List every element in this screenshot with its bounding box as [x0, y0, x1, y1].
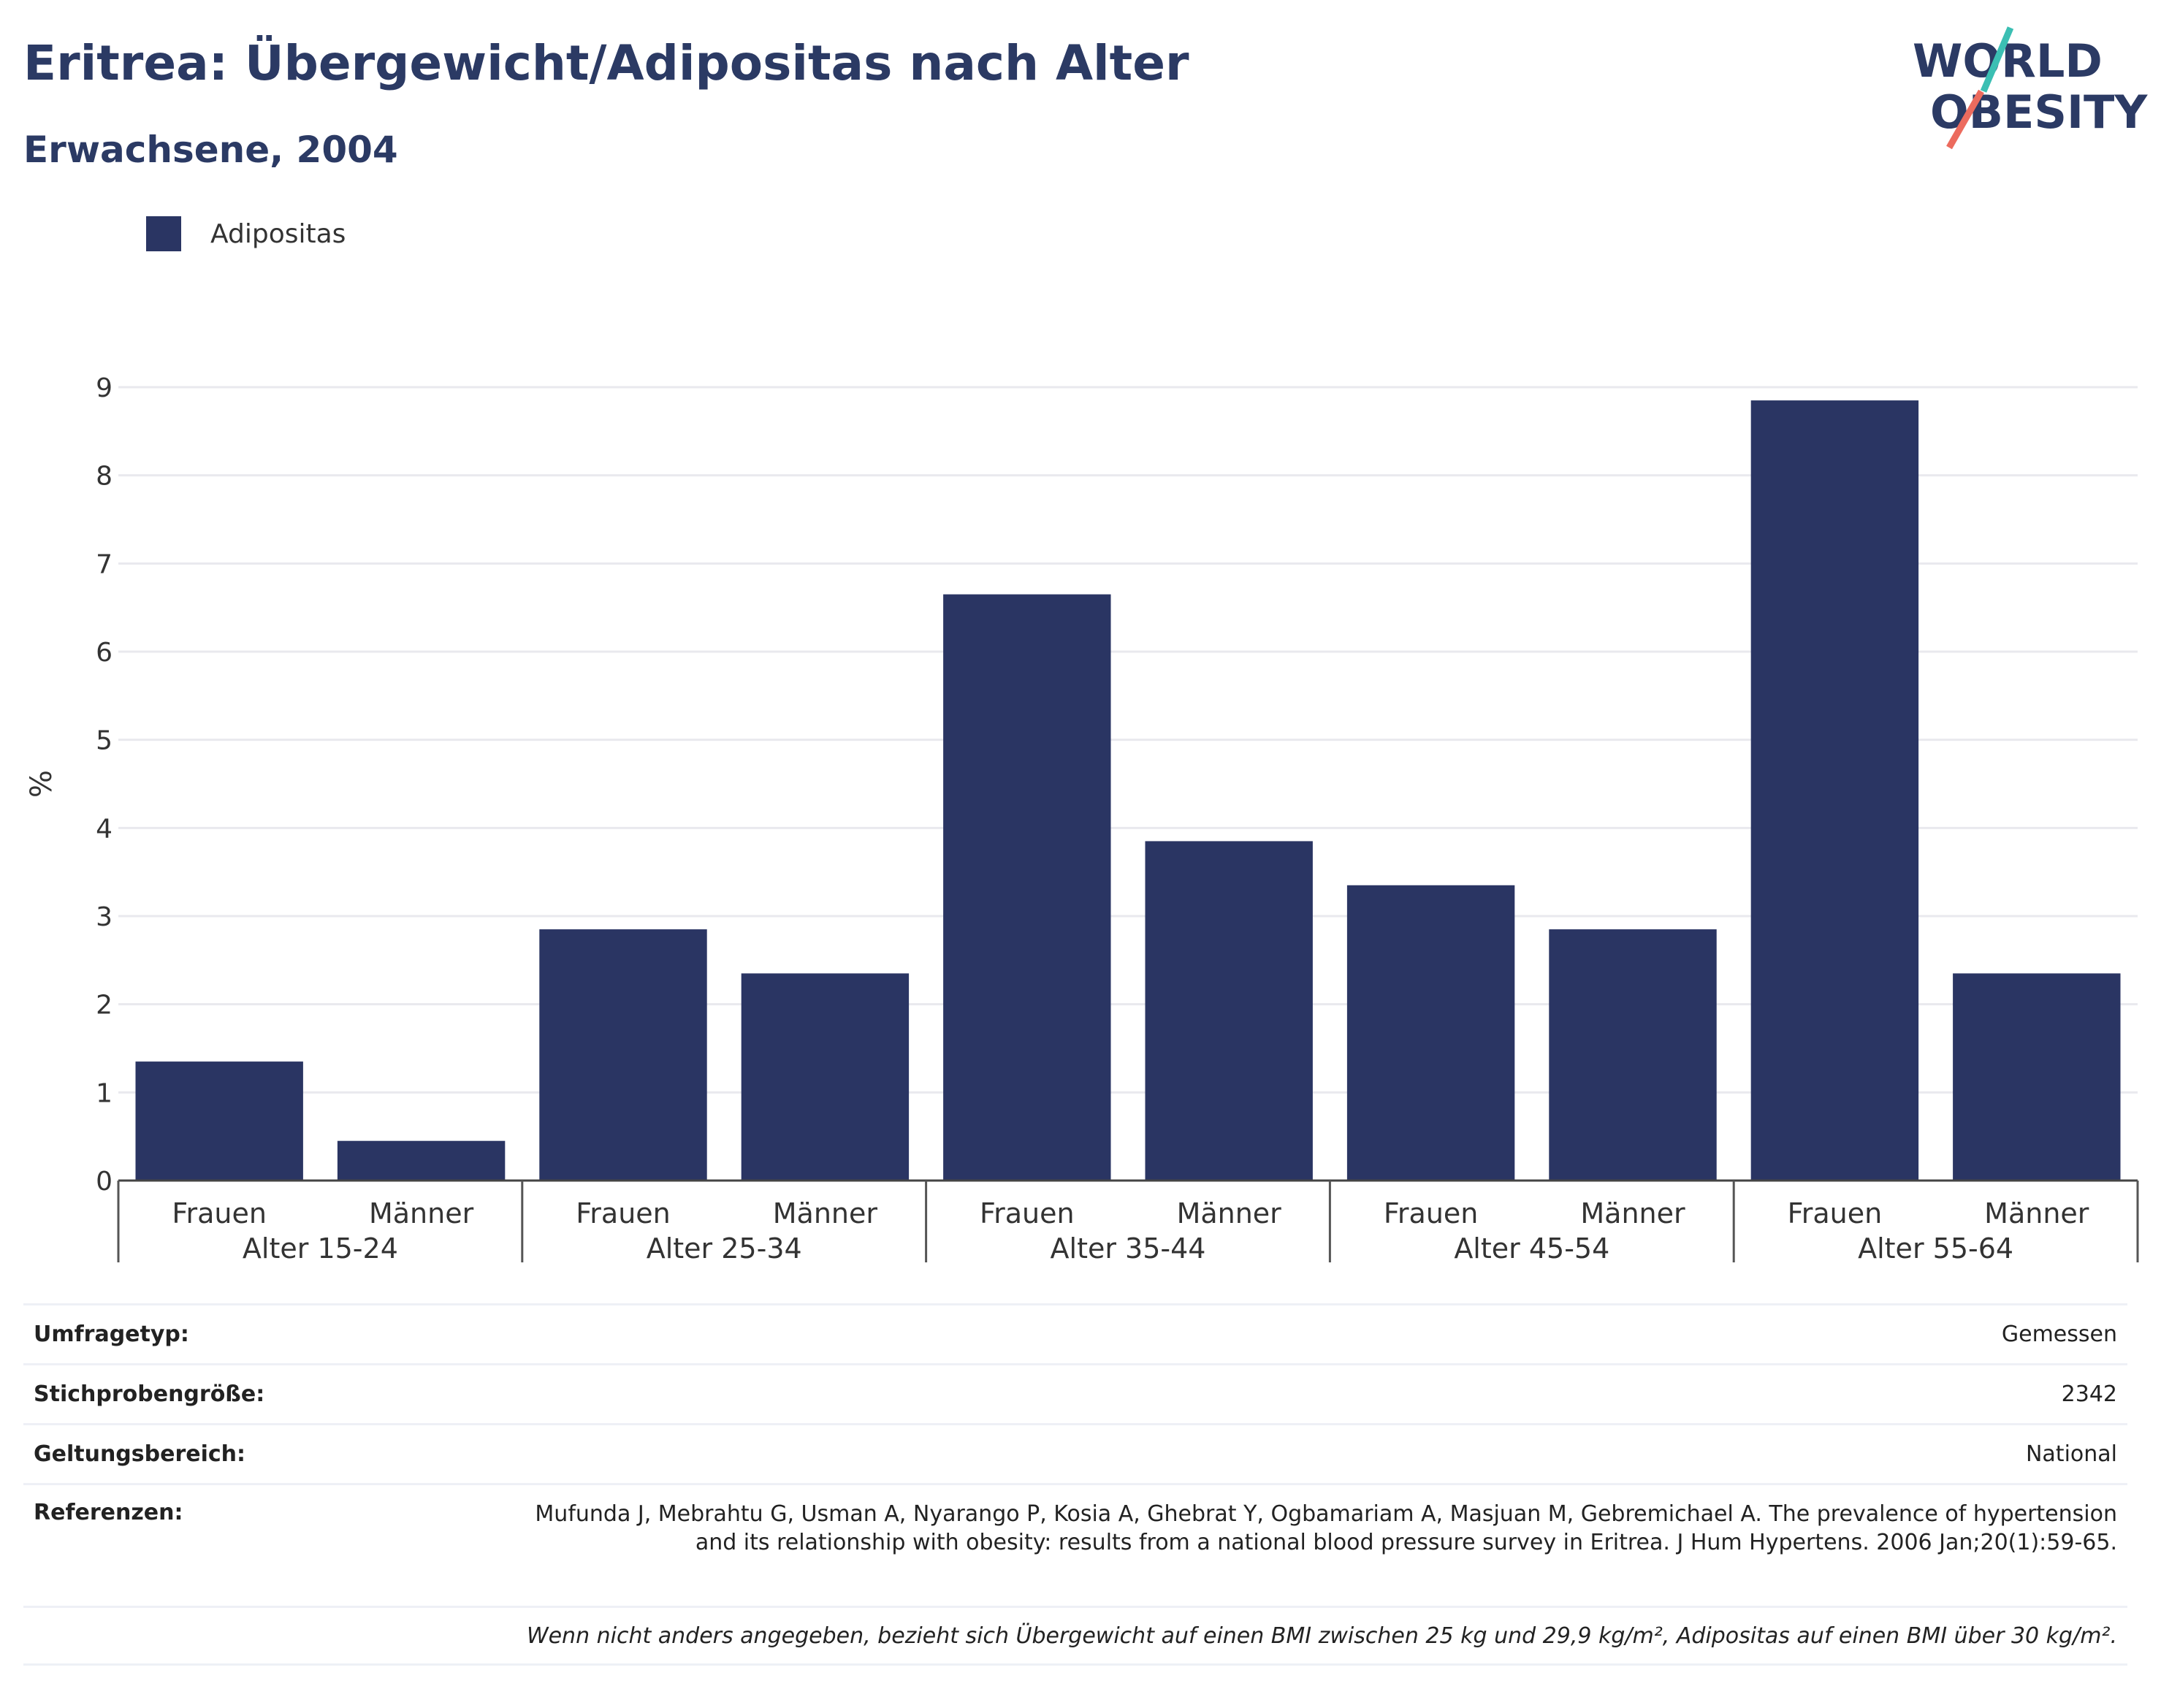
- info-key: Geltungsbereich:: [34, 1441, 246, 1467]
- world-obesity-logo: WORLD OBESITY: [1913, 26, 2148, 150]
- bar: [1549, 929, 1717, 1181]
- bar: [943, 594, 1111, 1181]
- info-key: Stichprobengröße:: [34, 1381, 265, 1407]
- y-tick-label: 8: [96, 462, 113, 492]
- x-group-label: Alter 25-34: [647, 1232, 802, 1265]
- info-table: Umfragetyp: Gemessen Stichprobengröße: 2…: [23, 1303, 2127, 1666]
- info-key: Umfragetyp:: [34, 1322, 189, 1347]
- logo-slash-teal: [1980, 26, 2014, 93]
- bar-chart: 0 1 2 3 4 5 6 7 8 9% Frauen Männer Frauen Männer Fraue…: [25, 373, 2139, 1265]
- logo-line-1: WORLD: [1913, 34, 2103, 88]
- chart-subtitle: Erwachsene, 2004: [23, 129, 398, 171]
- y-tick-label: 2: [96, 991, 113, 1021]
- y-tick-label: 9: [96, 373, 113, 403]
- y-tick-label: 6: [96, 638, 113, 668]
- info-value: Gemessen: [2001, 1322, 2117, 1347]
- bar: [135, 1061, 303, 1181]
- x-category-label: Männer: [1580, 1197, 1685, 1229]
- info-value: 2342: [2061, 1381, 2117, 1407]
- info-footnote-row: Wenn nicht anders angegeben, bezieht sic…: [23, 1606, 2127, 1666]
- legend-label: Adipositas: [210, 218, 346, 249]
- bar: [741, 973, 910, 1181]
- chart-title: Eritrea: Übergewicht/Adipositas nach Alt…: [23, 35, 1189, 91]
- y-tick-label: 5: [96, 726, 113, 756]
- bar: [1145, 841, 1313, 1181]
- y-tick-label: 7: [96, 549, 113, 579]
- y-tick-label: 1: [96, 1078, 113, 1108]
- y-tick-label: 4: [96, 814, 113, 844]
- bar: [539, 929, 707, 1181]
- x-category-label: Männer: [773, 1197, 878, 1229]
- info-row-sample-size: Stichprobengröße: 2342: [23, 1363, 2127, 1423]
- x-group-label: Alter 45-54: [1454, 1232, 1609, 1265]
- bar: [1346, 885, 1515, 1181]
- x-category-label: Männer: [369, 1197, 474, 1229]
- x-group-label: Alter 35-44: [1051, 1232, 1206, 1265]
- x-category-label: Frauen: [1788, 1197, 1883, 1229]
- info-value: Mufunda J, Mebrahtu G, Usman A, Nyarango…: [535, 1501, 2117, 1555]
- info-row-references: Referenzen: Mufunda J, Mebrahtu G, Usman…: [23, 1483, 2127, 1606]
- logo-slash-coral: [1946, 89, 1984, 150]
- x-category-label: Männer: [1177, 1197, 1282, 1229]
- y-tick-label: 0: [96, 1167, 113, 1197]
- x-group-label: Alter 15-24: [243, 1232, 398, 1265]
- x-category-label: Frauen: [1384, 1197, 1479, 1229]
- x-category-label: Frauen: [980, 1197, 1075, 1229]
- legend-swatch: [146, 216, 181, 251]
- footnote: Wenn nicht anders angegeben, bezieht sic…: [526, 1623, 2117, 1649]
- info-key: Referenzen:: [34, 1500, 183, 1525]
- bar: [337, 1140, 506, 1181]
- x-category-label: Frauen: [576, 1197, 671, 1229]
- x-category-label: Männer: [1984, 1197, 2089, 1229]
- chart-legend: Adipositas: [146, 216, 346, 251]
- y-tick-label: 3: [96, 902, 113, 932]
- info-value: National: [2025, 1441, 2117, 1467]
- x-group-label: Alter 55-64: [1858, 1232, 2013, 1265]
- bar: [1750, 400, 1919, 1181]
- info-row-survey-type: Umfragetyp: Gemessen: [23, 1303, 2127, 1363]
- logo-line-2: OBESITY: [1930, 85, 2148, 139]
- info-row-coverage: Geltungsbereich: National: [23, 1423, 2127, 1483]
- y-axis-label: %: [25, 770, 58, 798]
- bar: [1953, 973, 2121, 1181]
- x-category-label: Frauen: [172, 1197, 267, 1229]
